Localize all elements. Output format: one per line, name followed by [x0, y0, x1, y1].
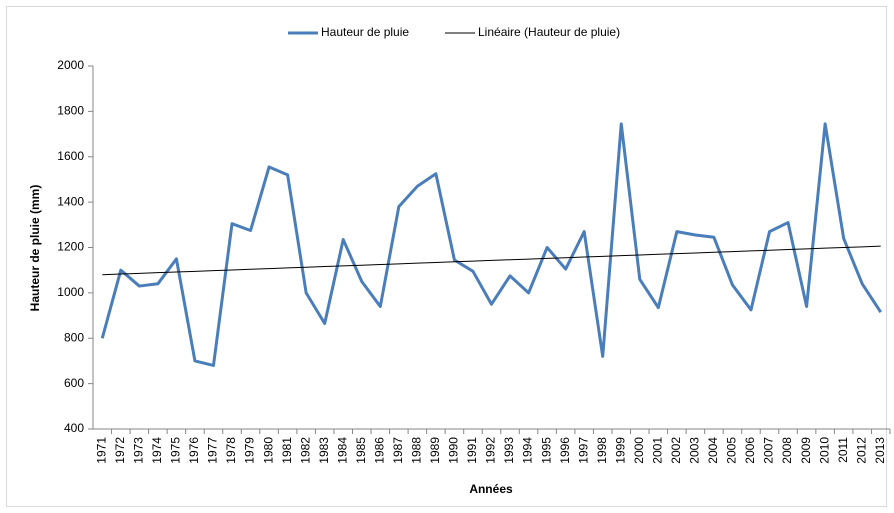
x-tick-label: 2004	[706, 437, 720, 464]
x-tick-label: 1987	[391, 437, 405, 464]
x-tick-label: 2009	[799, 437, 813, 464]
x-tick-label: 2001	[650, 437, 664, 464]
x-tick-label: 2007	[762, 437, 776, 464]
x-tick-label: 2002	[669, 437, 683, 464]
x-tick-label: 2003	[688, 437, 702, 464]
series-line	[102, 245, 881, 276]
x-tick-label: 1985	[354, 437, 368, 464]
y-tick-label: 1200	[57, 240, 84, 254]
x-tick-label: 1989	[428, 437, 442, 464]
x-tick-label: 2006	[743, 437, 757, 464]
legend-label: Linéaire (Hauteur de pluie)	[478, 25, 620, 39]
x-tick-label: 1981	[280, 437, 294, 464]
y-tick-label: 1000	[57, 285, 84, 299]
series-line	[100, 122, 882, 367]
x-tick-label: 1979	[243, 437, 257, 464]
x-tick-label: 1973	[132, 437, 146, 464]
x-tick-label: 1999	[613, 437, 627, 464]
x-tick-label: 1971	[94, 437, 108, 464]
x-axis-title: Années	[469, 482, 513, 496]
x-tick-label: 1984	[335, 437, 349, 464]
x-tick-label: 1982	[298, 437, 312, 464]
x-tick-label: 1991	[465, 437, 479, 464]
x-tick-label: 1976	[187, 437, 201, 464]
x-tick-label: 2008	[780, 437, 794, 464]
x-tick-label: 1997	[576, 437, 590, 464]
x-tick-label: 1977	[206, 437, 220, 464]
x-tick-label: 1978	[224, 437, 238, 464]
x-tick-label: 1998	[595, 437, 609, 464]
y-axis-title: Hauteur de pluie (mm)	[28, 185, 42, 312]
x-tick-label: 1980	[261, 437, 275, 464]
y-tick-label: 1600	[57, 149, 84, 163]
x-tick-label: 2010	[817, 437, 831, 464]
y-tick-label: 1400	[57, 194, 84, 208]
x-tick-label: 2005	[725, 437, 739, 464]
x-tick-label: 1990	[447, 437, 461, 464]
x-tick-label: 1986	[372, 437, 386, 464]
x-tick-label: 2000	[632, 437, 646, 464]
x-tick-label: 1992	[484, 437, 498, 464]
x-tick-label: 1988	[410, 437, 424, 464]
x-tick-label: 1983	[317, 437, 331, 464]
x-tick-label: 1975	[169, 437, 183, 464]
y-tick-label: 800	[64, 330, 84, 344]
y-tick-label: 600	[64, 376, 84, 390]
x-tick-label: 2011	[836, 437, 850, 463]
x-tick-label: 1996	[558, 437, 572, 464]
y-tick-label: 1800	[57, 104, 84, 118]
x-tick-label: 1995	[539, 437, 553, 464]
chart-border	[6, 6, 887, 507]
x-tick-label: 1972	[113, 437, 127, 464]
legend-label: Hauteur de pluie	[321, 25, 409, 39]
x-tick-label: 1993	[502, 437, 516, 464]
x-tick-label: 1974	[150, 437, 164, 464]
x-tick-label: 2013	[873, 437, 887, 464]
x-tick-label: 1994	[521, 437, 535, 464]
y-tick-label: 2000	[57, 58, 84, 72]
y-tick-label: 400	[64, 421, 84, 435]
x-tick-label: 2012	[854, 437, 868, 464]
